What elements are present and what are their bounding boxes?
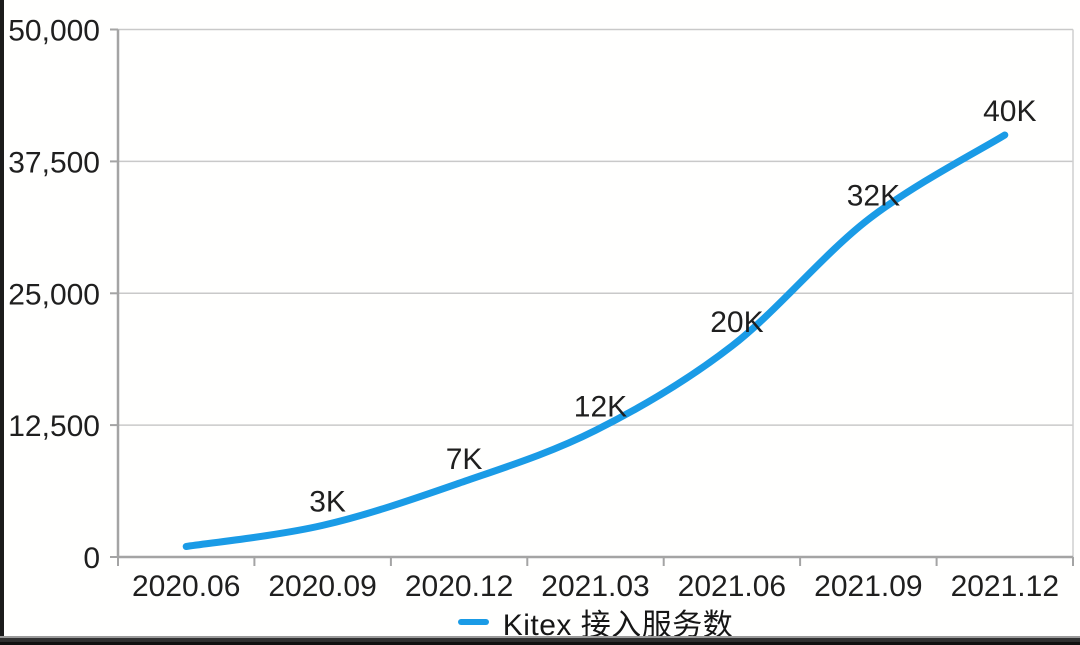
svg-text:0: 0	[83, 542, 100, 575]
left-black-edge	[0, 0, 4, 645]
svg-text:2020.09: 2020.09	[268, 570, 376, 603]
point-labels: 3K 7K 12K 20K 32K 40K	[309, 95, 1036, 518]
gridlines	[118, 28, 1074, 557]
svg-text:32K: 32K	[847, 179, 900, 212]
svg-text:12,500: 12,500	[8, 410, 100, 443]
svg-text:2020.12: 2020.12	[405, 570, 513, 603]
svg-text:20K: 20K	[710, 306, 763, 339]
svg-text:40K: 40K	[983, 95, 1036, 128]
bottom-black-edge	[0, 636, 1080, 645]
svg-text:25,000: 25,000	[8, 278, 100, 311]
svg-text:2020.06: 2020.06	[132, 570, 240, 603]
series-line	[182, 131, 1009, 550]
svg-text:2021.03: 2021.03	[541, 570, 649, 603]
svg-text:2021.12: 2021.12	[951, 570, 1059, 603]
svg-text:50,000: 50,000	[8, 15, 100, 48]
svg-text:12K: 12K	[574, 390, 627, 423]
svg-text:2021.06: 2021.06	[678, 570, 786, 603]
chart-legend: Kitex 接入服务数	[118, 604, 1073, 642]
y-axis-labels: 0 12,500 25,000 37,500 50,000	[8, 15, 100, 576]
svg-text:3K: 3K	[309, 485, 346, 518]
x-axis-labels: 2020.06 2020.09 2020.12 2021.03 2021.06 2021.…	[132, 570, 1059, 603]
svg-text:7K: 7K	[446, 443, 483, 476]
tick-marks	[110, 28, 1074, 566]
svg-text:37,500: 37,500	[8, 146, 100, 179]
svg-text:2021.09: 2021.09	[814, 570, 922, 603]
legend-line-icon	[457, 619, 489, 625]
